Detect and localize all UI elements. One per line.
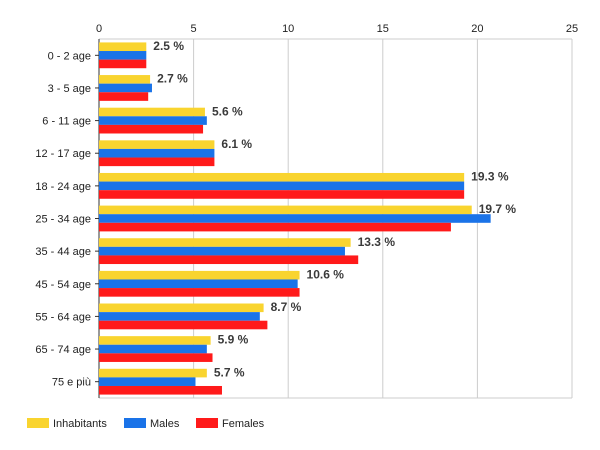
category-label: 25 - 34 age xyxy=(35,214,91,226)
bar-females-8 xyxy=(99,320,268,330)
bar-males-9 xyxy=(99,344,207,354)
category-label: 18 - 24 age xyxy=(35,181,91,193)
legend-swatch-males xyxy=(124,418,146,428)
bar-inhabitants-1 xyxy=(99,75,151,84)
category-label: 6 - 11 age xyxy=(42,116,91,128)
bar-inhabitants-6 xyxy=(99,238,351,247)
bar-inhabitants-9 xyxy=(99,336,211,345)
category-label: 12 - 17 age xyxy=(35,148,91,160)
bar-females-7 xyxy=(99,288,300,297)
bar-females-10 xyxy=(99,385,222,395)
data-label: 10.6 % xyxy=(307,267,345,281)
category-label: 55 - 64 age xyxy=(35,311,91,323)
bar-inhabitants-8 xyxy=(99,303,264,313)
x-axis-ticks: 0 5 10 15 20 25 xyxy=(96,23,578,35)
legend-label-inhabitants: Inhabitants xyxy=(53,418,107,430)
bar-inhabitants-0 xyxy=(99,42,147,52)
bar-males-5 xyxy=(99,214,491,223)
data-label: 19.7 % xyxy=(479,202,517,216)
legend-label-females: Females xyxy=(222,418,265,430)
category-label: 75 e più xyxy=(52,377,91,389)
bar-inhabitants-5 xyxy=(99,205,472,215)
category-label: 3 - 5 age xyxy=(48,83,91,95)
bar-males-4 xyxy=(99,181,465,191)
bar-males-0 xyxy=(99,51,147,60)
category-label: 45 - 54 age xyxy=(35,279,91,291)
x-tick-label: 10 xyxy=(282,23,294,35)
data-label: 6.1 % xyxy=(221,137,252,151)
x-tick-label: 20 xyxy=(471,23,483,35)
data-label: 5.9 % xyxy=(218,333,249,347)
bar-males-6 xyxy=(99,246,345,256)
category-label: 35 - 44 age xyxy=(35,246,91,258)
legend-swatch-females xyxy=(196,418,218,428)
bar-males-2 xyxy=(99,116,207,125)
data-label: 5.7 % xyxy=(214,365,245,379)
data-label: 2.7 % xyxy=(157,72,188,86)
bar-females-5 xyxy=(99,222,451,232)
bar-females-0 xyxy=(99,59,147,69)
category-label: 0 - 2 age xyxy=(48,50,91,62)
bar-inhabitants-4 xyxy=(99,172,465,182)
data-labels: 2.5 % 2.7 % 5.6 % 6.1 % 19.3 % 19.7 % 13.3 % 10… xyxy=(153,39,516,379)
bar-females-9 xyxy=(99,353,213,362)
bar-inhabitants-3 xyxy=(99,140,215,149)
data-label: 5.6 % xyxy=(212,104,243,118)
data-label: 8.7 % xyxy=(271,300,302,314)
bar-females-4 xyxy=(99,190,465,199)
bar-females-1 xyxy=(99,92,149,101)
legend: Inhabitants Males Females xyxy=(27,418,265,430)
legend-label-males: Males xyxy=(150,418,180,430)
category-labels: 0 - 2 age 3 - 5 age 6 - 11 age 12 - 17 age 1… xyxy=(35,50,99,389)
bar-females-6 xyxy=(99,255,359,265)
bar-inhabitants-7 xyxy=(99,270,300,280)
bar-males-3 xyxy=(99,148,215,158)
x-tick-label: 15 xyxy=(377,23,389,35)
bar-males-7 xyxy=(99,279,298,289)
bar-inhabitants-2 xyxy=(99,107,205,117)
bar-males-10 xyxy=(99,377,196,386)
x-tick-label: 25 xyxy=(566,23,578,35)
category-label: 65 - 74 age xyxy=(35,344,91,356)
bar-inhabitants-10 xyxy=(99,368,207,378)
bar-males-1 xyxy=(99,83,152,93)
bar-females-2 xyxy=(99,124,204,134)
data-label: 13.3 % xyxy=(358,235,396,249)
x-tick-label: 5 xyxy=(191,23,197,35)
bar-males-8 xyxy=(99,312,260,321)
data-label: 19.3 % xyxy=(471,170,509,184)
x-tick-label: 0 xyxy=(96,23,102,35)
data-label: 2.5 % xyxy=(153,39,184,53)
legend-swatch-inhabitants xyxy=(27,418,49,428)
bar-females-3 xyxy=(99,157,215,167)
bars xyxy=(99,42,491,395)
